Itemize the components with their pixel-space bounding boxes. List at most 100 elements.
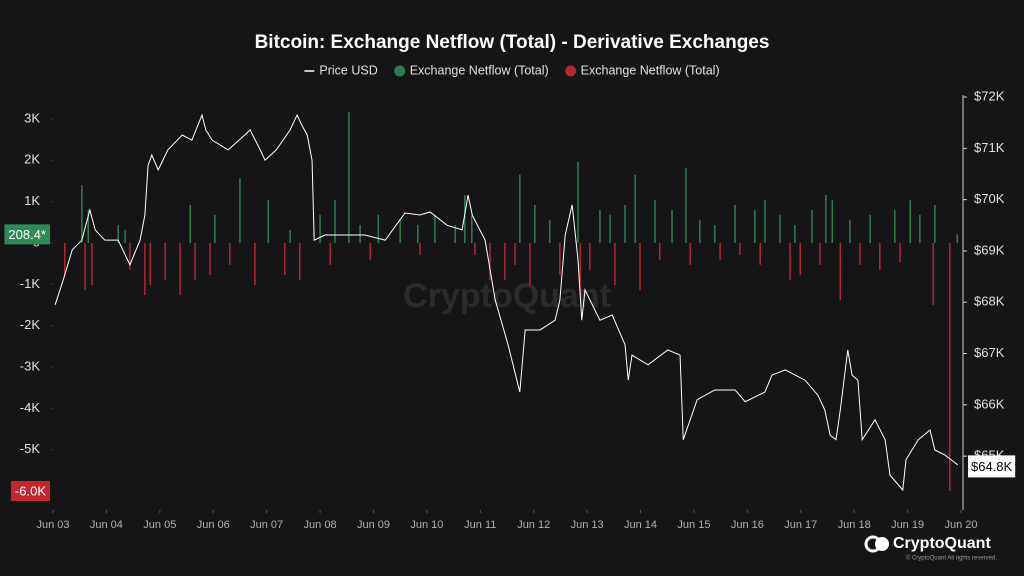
bar — [932, 242, 934, 305]
bar — [129, 242, 131, 270]
bar — [831, 199, 834, 243]
bar — [149, 242, 151, 286]
legend: Price USD Exchange Netflow (Total) Exchang… — [304, 63, 720, 77]
bar — [329, 242, 331, 265]
bar — [869, 214, 871, 243]
bar — [839, 242, 842, 301]
x-tick-label: Jun 06 — [197, 519, 230, 531]
bar — [799, 242, 801, 276]
bar — [519, 174, 521, 243]
bar — [534, 204, 536, 243]
bar — [599, 209, 601, 243]
bar — [454, 224, 456, 243]
bar — [754, 209, 756, 243]
x-tick-label: Jun 14 — [624, 519, 657, 531]
bar — [319, 214, 321, 243]
bar — [685, 167, 687, 243]
bar — [819, 242, 821, 265]
y2-tick-label: $71K — [974, 140, 1005, 155]
bar — [144, 242, 146, 296]
bar — [624, 204, 626, 243]
x-tick-label: Jun 12 — [517, 519, 550, 531]
brand-name: CryptoQuant — [893, 535, 991, 552]
bar — [811, 209, 813, 243]
x-tick-label: Jun 03 — [36, 519, 69, 531]
y2-tick-label: $69K — [974, 242, 1005, 257]
bar — [714, 224, 716, 243]
price-badge-label: $64.8K — [971, 459, 1013, 474]
legend-item: Exchange Netflow (Total) — [565, 63, 720, 77]
y2-tick-label: $70K — [974, 191, 1005, 206]
price-line — [54, 113, 959, 492]
value-badge — [10, 480, 50, 501]
bar — [671, 209, 673, 243]
y-tick-label: -5K — [20, 441, 41, 456]
bar — [934, 204, 936, 243]
bar — [229, 242, 231, 265]
y2-tick-label: $67K — [974, 345, 1005, 360]
bar — [417, 224, 419, 243]
bar — [474, 242, 476, 255]
bar — [559, 242, 561, 276]
x-tick-label: Jun 07 — [250, 519, 283, 531]
bar — [577, 161, 579, 243]
bar — [299, 242, 301, 281]
bar — [909, 199, 912, 243]
bar — [117, 224, 119, 243]
y-tick-label: 2K — [24, 152, 40, 167]
bar — [609, 214, 611, 243]
bar — [359, 224, 361, 243]
copyright: © CryptoQuant All rights reserved. — [906, 555, 997, 562]
bar — [579, 242, 581, 296]
legend-item: Price USD — [304, 63, 378, 77]
bar — [289, 229, 291, 243]
price-badge — [968, 455, 1016, 478]
x-tick-label: Jun 04 — [90, 519, 123, 531]
bar — [699, 220, 701, 243]
bar — [639, 242, 641, 291]
bar — [825, 195, 827, 243]
bar — [464, 195, 466, 243]
bar — [124, 229, 126, 243]
chart-title: Bitcoin: Exchange Netflow (Total) - Deri… — [255, 32, 770, 53]
value-badge — [4, 224, 50, 245]
bar — [739, 242, 741, 255]
x-tick-label: Jun 19 — [891, 519, 924, 531]
bar — [434, 214, 436, 243]
y-tick-label: -1K — [20, 276, 41, 291]
bar — [899, 242, 901, 262]
bar — [734, 204, 736, 243]
y-tick-label: -3K — [20, 358, 41, 373]
bar — [789, 242, 791, 281]
bar — [81, 185, 83, 243]
bar — [719, 242, 721, 260]
legend-label: Price USD — [319, 63, 377, 77]
bar — [589, 242, 591, 270]
bar — [334, 199, 336, 243]
y-tick-label: -2K — [20, 317, 41, 332]
legend-symbol — [565, 65, 577, 77]
watermark: CryptoQuant — [403, 277, 611, 315]
bar — [164, 242, 166, 281]
y2-tick-label: $66K — [974, 396, 1005, 411]
bar — [956, 234, 959, 243]
legend-symbol — [394, 65, 406, 77]
bar — [254, 242, 256, 286]
bar — [919, 214, 921, 243]
bar — [949, 242, 951, 491]
bar — [84, 242, 86, 291]
bar — [377, 214, 380, 243]
bar — [489, 242, 491, 281]
logo-icon — [875, 537, 889, 551]
bar — [91, 242, 93, 286]
bar — [87, 209, 90, 243]
value-badge-label: -6.0K — [15, 483, 46, 498]
bar — [794, 224, 796, 243]
bar — [879, 242, 881, 270]
bar — [894, 209, 896, 243]
y-tick-label: -4K — [20, 400, 41, 415]
x-tick-label: Jun 20 — [944, 519, 977, 531]
bar — [470, 214, 473, 243]
legend-label: Exchange Netflow (Total) — [581, 63, 720, 77]
